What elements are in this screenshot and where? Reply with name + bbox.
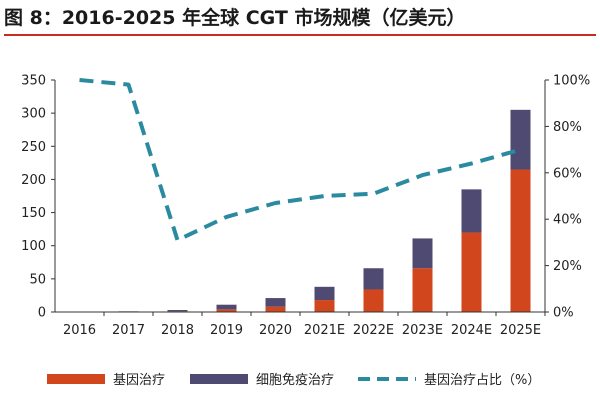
x-tick-label: 2022E xyxy=(353,323,394,338)
x-tick-label: 2020 xyxy=(259,323,292,338)
y-left-tick-label: 0 xyxy=(38,306,46,321)
bar-gene-therapy xyxy=(461,232,482,312)
x-tick-label: 2021E xyxy=(304,323,345,338)
axes-layer: 0 50 100 150 200 250 300 350 0% 20% 40% 60% 80% 100% 2… xyxy=(21,74,590,339)
chart-title: 图 8：2016-2025 年全球 CGT 市场规模（亿美元） xyxy=(4,2,596,36)
legend-swatch xyxy=(190,374,248,384)
y-left-tick-label: 150 xyxy=(21,206,46,221)
legend-swatch xyxy=(47,374,105,384)
x-tick-label: 2018 xyxy=(161,323,194,338)
legend-item-ratio: 基因治疗占比（%） xyxy=(358,373,540,388)
y-left-tick-label: 300 xyxy=(21,107,46,122)
y-right-tick-label: 60% xyxy=(553,166,582,181)
bars-layer xyxy=(69,109,531,312)
bar-cell-immunotherapy xyxy=(265,298,286,307)
y-right-tick-label: 0% xyxy=(553,306,574,321)
legend-label: 基因治疗占比（%） xyxy=(424,373,540,388)
legend-item-gene: 基因治疗 xyxy=(47,373,165,388)
y-right-tick-label: 40% xyxy=(553,213,582,228)
bar-gene-therapy xyxy=(265,306,286,312)
x-tick-label: 2017 xyxy=(112,323,145,338)
legend-item-cell: 细胞免疫治疗 xyxy=(190,372,334,388)
y-left-tick-label: 250 xyxy=(21,140,46,155)
bar-cell-immunotherapy xyxy=(412,238,433,269)
legend: 基因治疗 细胞免疫治疗 基因治疗占比（%） xyxy=(47,372,540,388)
bar-gene-therapy xyxy=(412,268,433,312)
x-tick-label: 2023E xyxy=(402,323,443,338)
legend-label: 基因治疗 xyxy=(113,373,165,388)
bar-cell-immunotherapy xyxy=(461,189,482,233)
legend-label: 细胞免疫治疗 xyxy=(256,372,334,388)
x-tick-label: 2025E xyxy=(500,323,541,338)
y-right-tick-label: 100% xyxy=(553,74,590,89)
y-left-tick-label: 350 xyxy=(21,74,46,89)
y-left-tick-label: 50 xyxy=(29,272,46,287)
line-gene-share xyxy=(79,78,522,243)
bar-gene-therapy xyxy=(314,300,335,312)
x-tick-label: 2016 xyxy=(63,323,96,338)
bar-cell-immunotherapy xyxy=(510,109,531,170)
bar-cell-immunotherapy xyxy=(216,304,237,310)
x-tick-label: 2024E xyxy=(451,323,492,338)
y-left-tick-label: 200 xyxy=(21,173,46,188)
bar-gene-therapy xyxy=(216,309,237,312)
ratio-line-layer xyxy=(79,78,522,243)
chart: 0 50 100 150 200 250 300 350 0% 20% 40% 60% 80% 100% 2… xyxy=(21,74,590,389)
bar-cell-immunotherapy xyxy=(167,310,188,312)
y-left-tick-label: 100 xyxy=(21,239,46,254)
bar-cell-immunotherapy xyxy=(363,268,384,290)
bar-gene-therapy xyxy=(510,169,531,312)
bar-cell-immunotherapy xyxy=(314,286,335,301)
y-right-tick-label: 80% xyxy=(553,120,582,135)
x-tick-label: 2019 xyxy=(210,323,243,338)
bar-gene-therapy xyxy=(363,289,384,312)
y-right-tick-label: 20% xyxy=(553,259,582,274)
